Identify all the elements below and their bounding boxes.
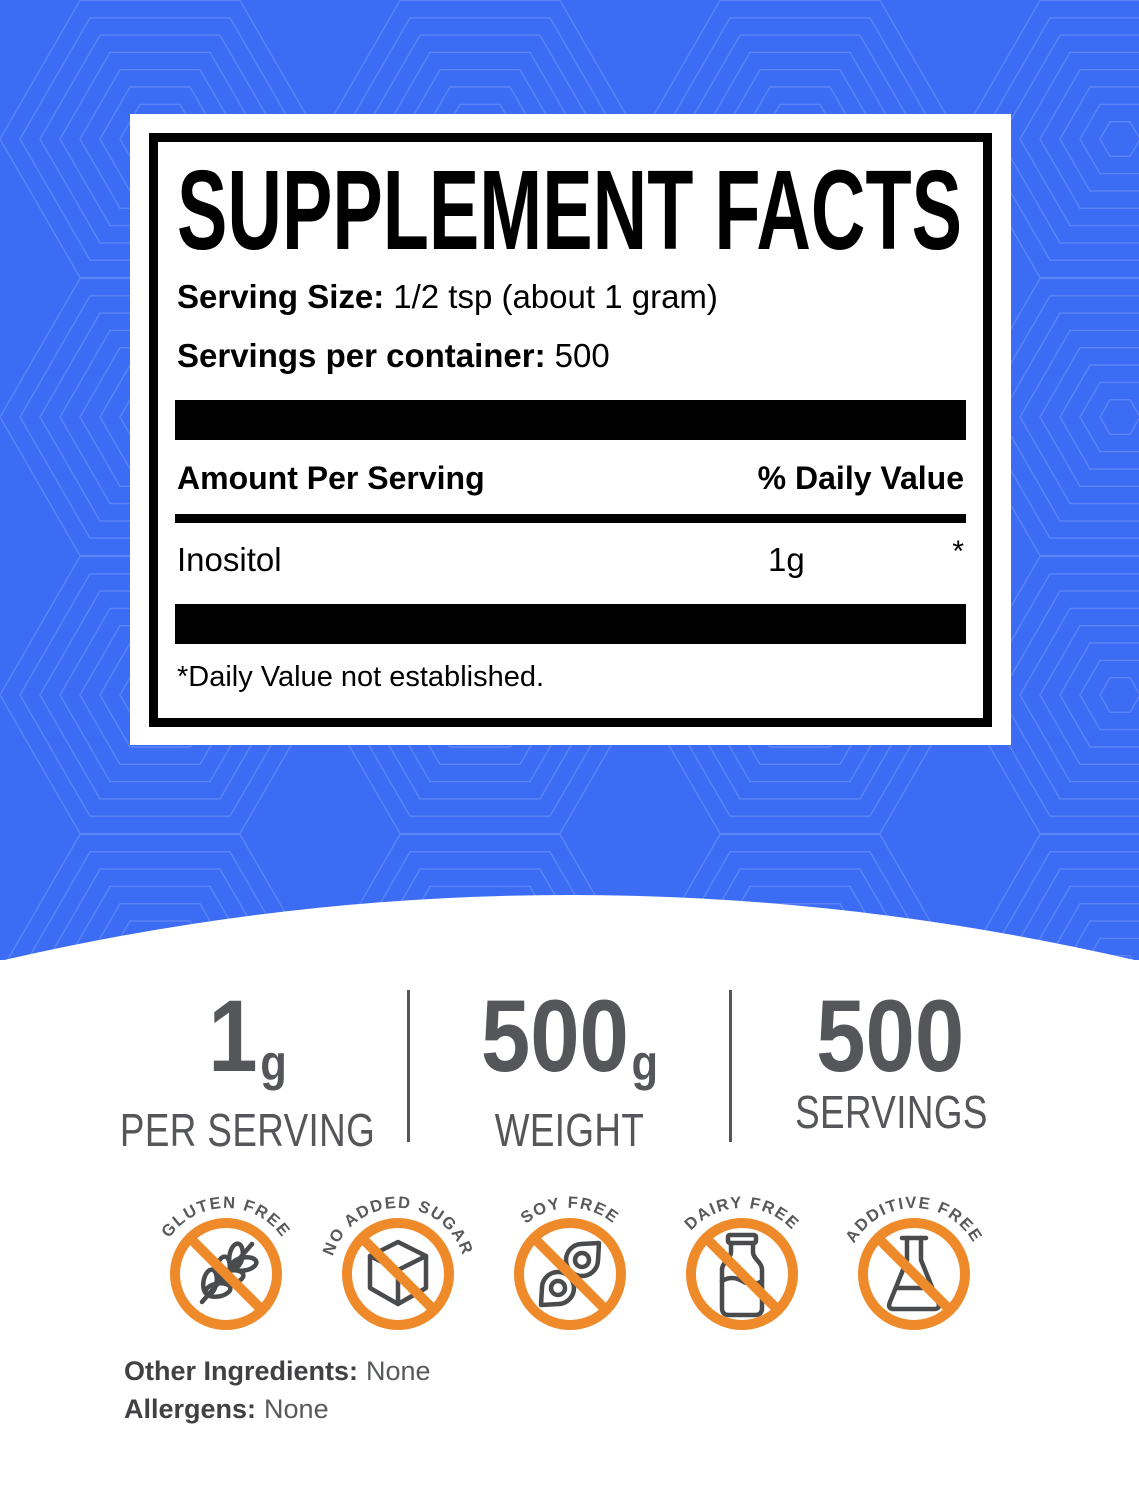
nutrient-name: Inositol bbox=[177, 541, 282, 578]
other-ingredients-label: Other Ingredients: bbox=[124, 1356, 359, 1386]
stat-unit: g bbox=[260, 1035, 287, 1091]
bottom-section bbox=[0, 960, 1139, 1500]
stat-number: 500 bbox=[480, 979, 629, 1093]
ingredients-footer: Other Ingredients: None Allergens: None bbox=[124, 1352, 431, 1428]
no-circle bbox=[857, 1218, 970, 1330]
other-ingredients-line: Other Ingredients: None bbox=[124, 1352, 431, 1390]
servings-per-container-value: 500 bbox=[554, 337, 610, 374]
daily-value-header: % Daily Value bbox=[757, 460, 964, 496]
no-circle bbox=[513, 1218, 626, 1330]
no-circle bbox=[685, 1218, 798, 1330]
divider-bar-bottom bbox=[175, 604, 966, 644]
nutrient-amount: 1g bbox=[768, 541, 805, 578]
header-rule bbox=[175, 514, 966, 523]
no-slash bbox=[874, 1235, 953, 1313]
nutrient-row: Inositol 1g * bbox=[177, 535, 964, 580]
stat-weight: 500g WEIGHT bbox=[410, 985, 729, 1153]
serving-size-value: 1/2 tsp (about 1 gram) bbox=[393, 278, 718, 315]
amount-per-serving-header: Amount Per Serving bbox=[177, 460, 485, 496]
stat-per-serving: 1g PER SERVING bbox=[88, 985, 407, 1153]
svg-text:GLUTEN FREE: GLUTEN FREE bbox=[158, 1194, 294, 1241]
no-circle bbox=[341, 1218, 454, 1330]
stat-unit: g bbox=[631, 1035, 659, 1091]
daily-value-footnote: *Daily Value not established. bbox=[177, 661, 545, 693]
no-slash bbox=[702, 1235, 781, 1313]
stat-number: 1 bbox=[208, 979, 258, 1093]
facts-header-row: Amount Per Serving % Daily Value bbox=[177, 460, 964, 496]
servings-per-container-line: Servings per container: 500 bbox=[177, 338, 964, 374]
stat-weight-value: 500g bbox=[431, 985, 709, 1100]
badge-dairy-free: DAIRY FREE bbox=[681, 1194, 801, 1330]
no-circle bbox=[169, 1218, 282, 1330]
stats-divider bbox=[729, 990, 733, 1142]
supplement-facts-title-text: SUPPLEMENT FACTS bbox=[177, 162, 962, 256]
stat-per-serving-value: 1g bbox=[109, 985, 387, 1100]
no-slash bbox=[186, 1235, 265, 1313]
stat-weight-label: WEIGHT bbox=[494, 1104, 645, 1156]
other-ingredients-value: None bbox=[366, 1356, 431, 1386]
stats-divider bbox=[407, 990, 411, 1142]
allergens-label: Allergens: bbox=[124, 1394, 257, 1424]
no-slash bbox=[530, 1235, 609, 1313]
stat-number: 500 bbox=[816, 979, 965, 1093]
badges-row: GLUTEN FREE NO ADDED SUGAR bbox=[0, 1180, 1139, 1332]
allergens-value: None bbox=[264, 1394, 329, 1424]
divider-bar-top bbox=[175, 400, 966, 440]
no-slash bbox=[358, 1235, 437, 1313]
badge-soy-free: SOY FREE bbox=[513, 1194, 626, 1330]
stats-row: 1g PER SERVING 500g WEIGHT 500 SERVINGS bbox=[88, 985, 1051, 1153]
allergens-line: Allergens: None bbox=[124, 1390, 431, 1428]
badge-additive-free: ADDITIVE FREE bbox=[842, 1194, 984, 1330]
stat-servings: 500 SERVINGS bbox=[732, 985, 1051, 1142]
supplement-facts-panel: SUPPLEMENT FACTS Serving Size: 1/2 tsp (a… bbox=[149, 133, 992, 727]
serving-size-line: Serving Size: 1/2 tsp (about 1 gram) bbox=[177, 279, 964, 315]
serving-size-label: Serving Size: bbox=[177, 278, 385, 315]
servings-per-container-label: Servings per container: bbox=[177, 337, 546, 374]
badge-gluten-free: GLUTEN FREE bbox=[158, 1194, 294, 1330]
badge-no-added-sugar: NO ADDED SUGAR bbox=[319, 1194, 474, 1330]
stat-servings-label: SERVINGS bbox=[795, 1086, 988, 1138]
stat-servings-value: 500 bbox=[753, 985, 1031, 1087]
supplement-facts-card: SUPPLEMENT FACTS Serving Size: 1/2 tsp (a… bbox=[130, 114, 1011, 745]
supplement-facts-title: SUPPLEMENT FACTS bbox=[177, 162, 962, 256]
curved-section-divider bbox=[0, 895, 1139, 962]
nutrient-daily-value: * bbox=[952, 535, 964, 568]
stat-per-serving-label: PER SERVING bbox=[119, 1104, 376, 1156]
badge-gluten-free-label: GLUTEN FREE bbox=[158, 1194, 292, 1241]
